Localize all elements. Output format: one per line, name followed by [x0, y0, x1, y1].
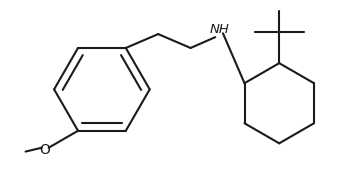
Text: NH: NH — [209, 23, 229, 36]
Text: O: O — [39, 143, 50, 157]
